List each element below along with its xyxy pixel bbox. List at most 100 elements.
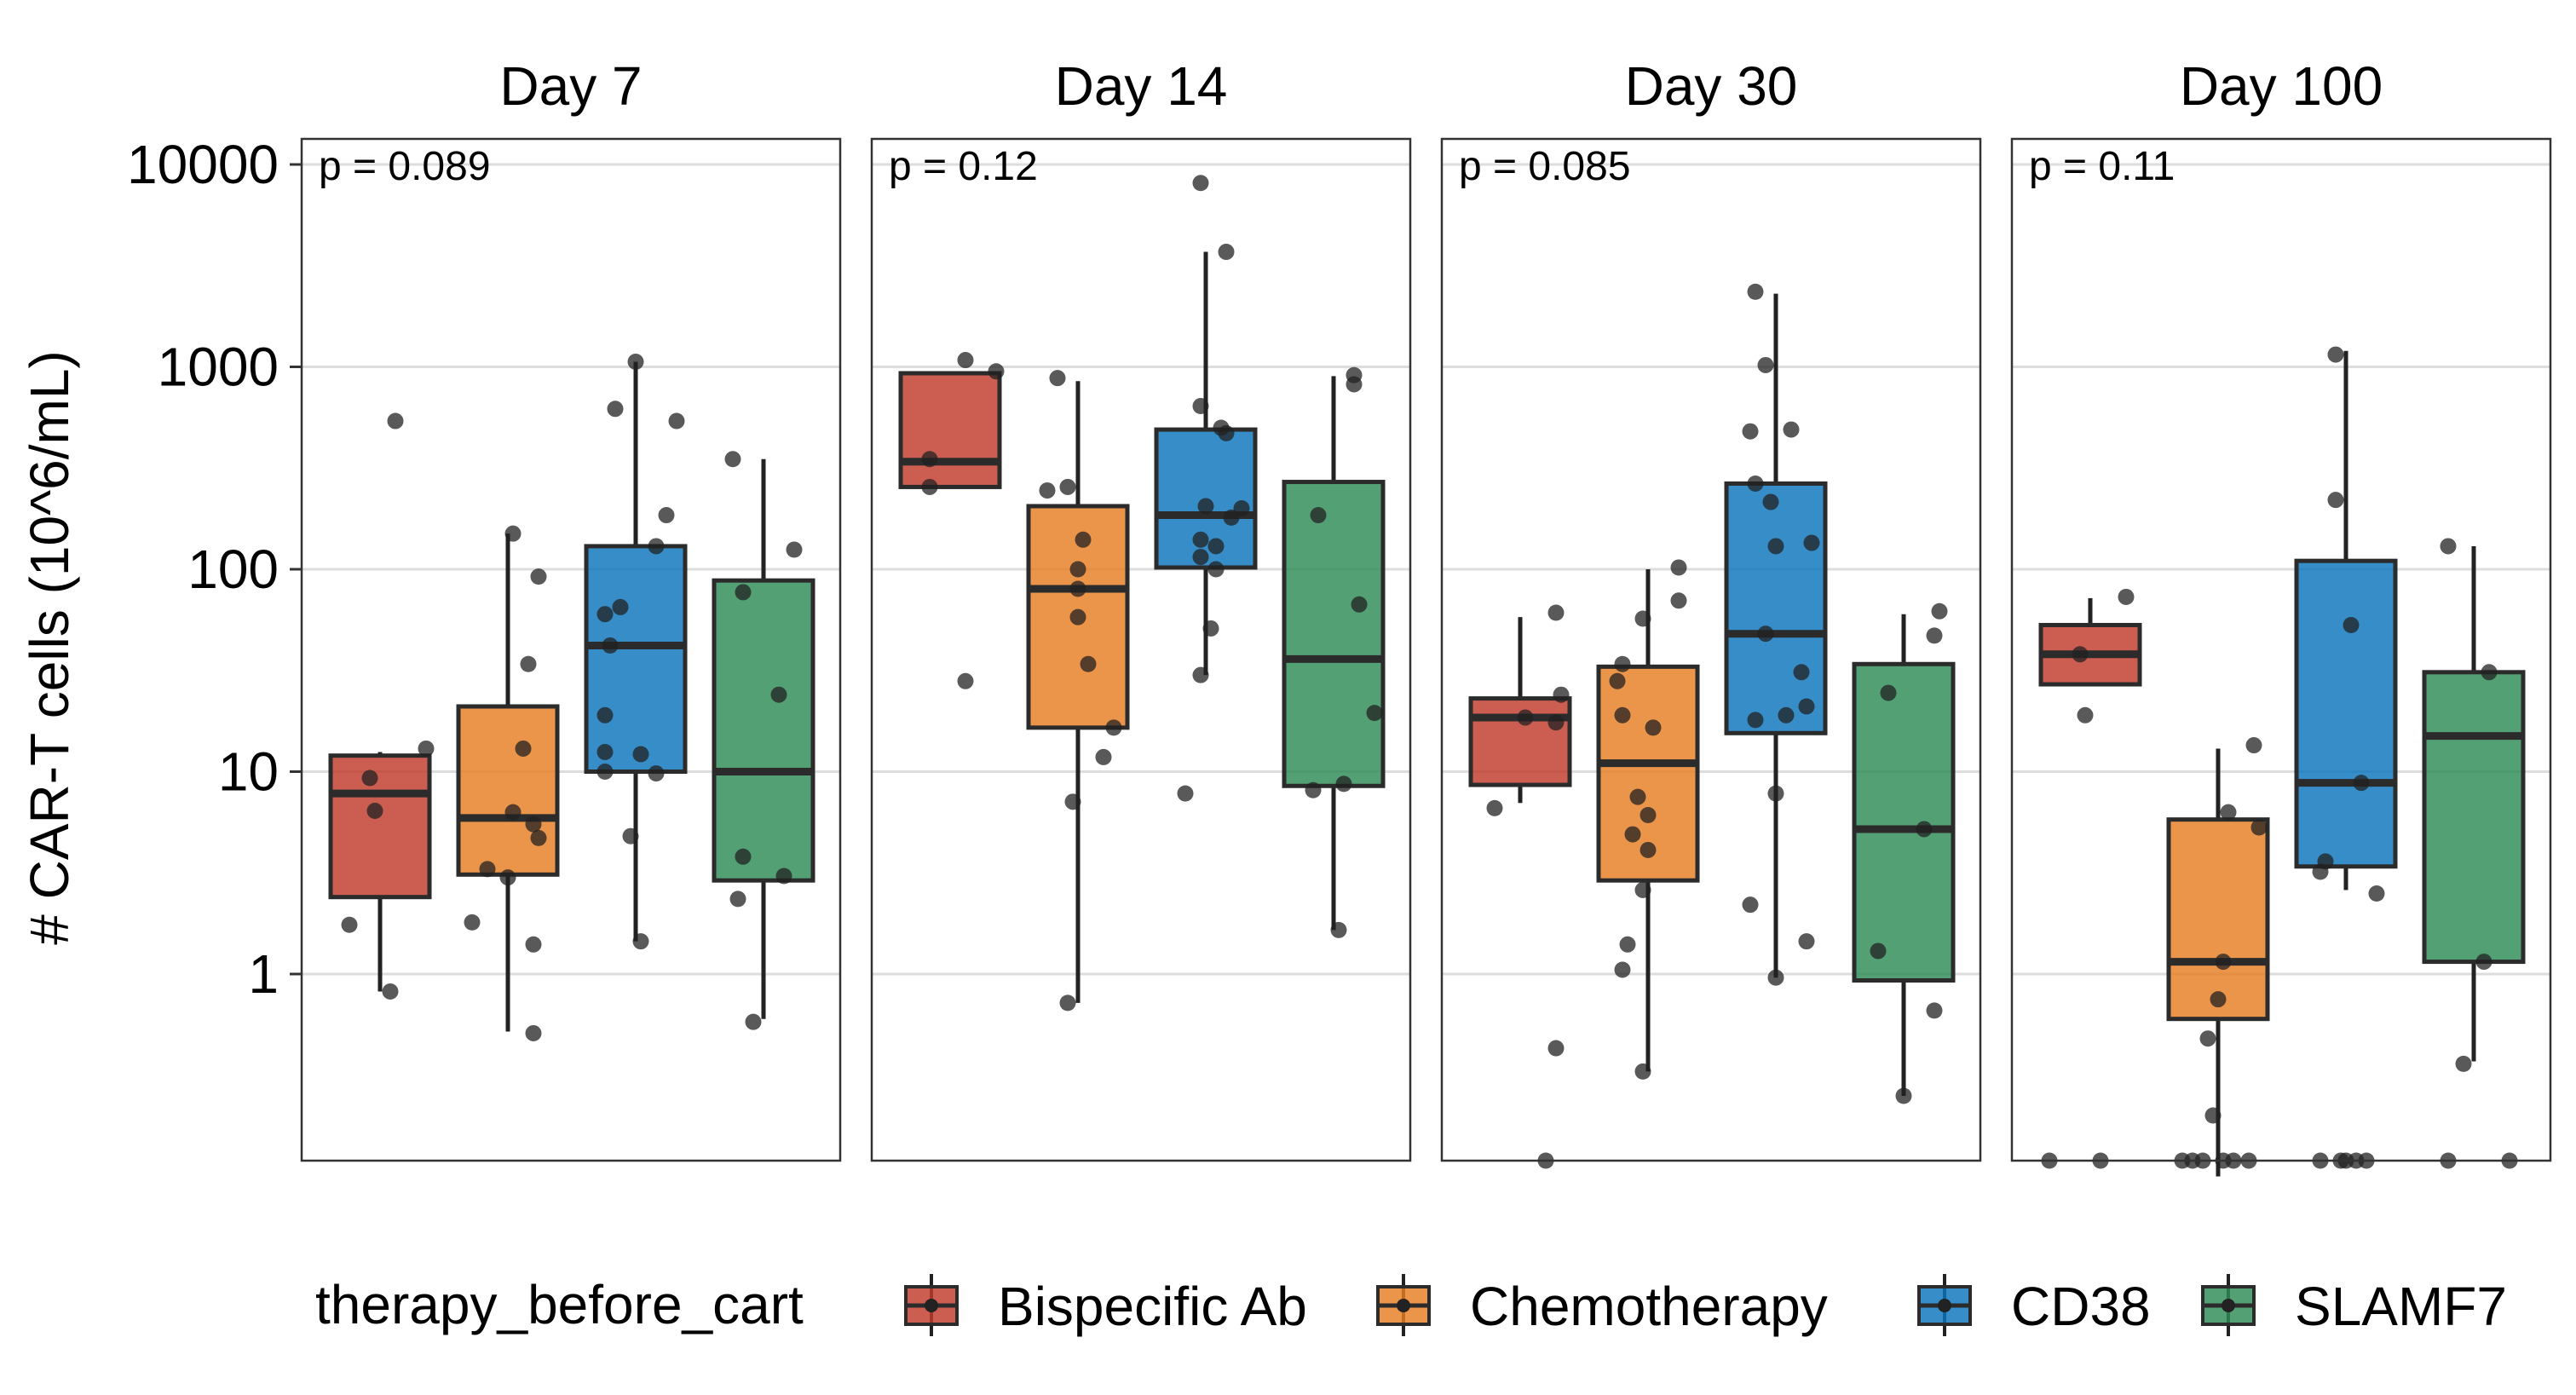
legend-title: therapy_before_cart [315, 1274, 804, 1335]
data-point [1075, 531, 1092, 548]
legend-label: SLAMF7 [2295, 1276, 2507, 1337]
box-chemotherapy [1596, 559, 1700, 1080]
data-point [1049, 370, 1066, 387]
box-iqr [712, 578, 815, 883]
data-point [1177, 785, 1194, 802]
data-point [1624, 826, 1641, 843]
data-point [1330, 921, 1347, 938]
data-point [632, 746, 649, 763]
data-point [1619, 936, 1636, 953]
y-tick-label: 1000 [158, 337, 279, 398]
box-cd38 [1154, 175, 1258, 802]
data-point [1640, 806, 1657, 823]
data-point [1742, 423, 1759, 440]
data-point [735, 848, 752, 865]
data-point [1547, 1040, 1565, 1057]
data-point [921, 478, 938, 495]
data-point [525, 1024, 542, 1041]
data-point [1609, 672, 1626, 689]
box-bispecific-ab [1468, 604, 1572, 1169]
data-point [1517, 709, 1534, 726]
panel-border [300, 137, 842, 1162]
box-cd38 [584, 353, 688, 950]
legend-entry: Bispecific Ab [904, 1274, 1307, 1337]
p-value-label: p = 0.089 [319, 144, 491, 189]
box-iqr [1852, 661, 1956, 983]
data-point [1747, 475, 1764, 492]
box-iqr [2166, 817, 2270, 1022]
data-point [499, 869, 516, 886]
box-iqr [1282, 480, 1386, 788]
legend-key-point [925, 1299, 938, 1312]
data-point [1926, 627, 1943, 644]
panel-border [2010, 137, 2552, 1162]
data-point [1762, 493, 1779, 510]
data-point [1670, 592, 1687, 609]
box-bispecific-ab [328, 412, 435, 1000]
box-iqr [1724, 481, 1828, 735]
data-point [957, 672, 974, 689]
data-point [530, 829, 547, 846]
data-point [1202, 620, 1219, 637]
box-iqr [456, 704, 560, 877]
data-point [1670, 559, 1687, 576]
data-point [658, 507, 675, 524]
panel-title: Day 7 [499, 55, 642, 117]
data-point [648, 538, 665, 555]
data-point [2327, 346, 2344, 363]
y-axis-label: # CAR-T cells (10^6/mL) [19, 350, 80, 944]
data-point [2199, 1030, 2216, 1047]
data-point [2077, 706, 2094, 723]
data-point [2118, 588, 2135, 605]
data-point [2215, 954, 2232, 971]
data-point [602, 637, 619, 654]
panels: Day 7p = 0.089 Day 14 p = 0.12 Day 30 p = 0.… [300, 55, 2552, 1177]
data-point [387, 412, 404, 429]
box-chemotherapy [456, 525, 560, 1041]
data-point [1547, 604, 1565, 621]
y-axis: 1 10 100 1000 10000 [127, 134, 302, 1005]
data-point [957, 352, 974, 369]
panel-title: Day 30 [1625, 55, 1798, 117]
data-point [504, 525, 522, 542]
data-point [596, 706, 614, 723]
data-point [1747, 283, 1764, 300]
data-point [1614, 961, 1631, 978]
data-point [735, 584, 752, 601]
data-point [1767, 538, 1784, 555]
data-point [627, 353, 644, 370]
data-point [1931, 602, 1948, 620]
data-point [1553, 686, 1570, 703]
data-point [988, 363, 1005, 380]
data-point [1105, 719, 1122, 736]
legend-entry: Chemotherapy [1376, 1274, 1828, 1337]
data-point [1547, 714, 1565, 731]
box-bispecific-ab [898, 352, 1005, 689]
data-point [1207, 538, 1225, 555]
data-point [612, 598, 629, 615]
data-point [729, 891, 746, 908]
data-point [1197, 498, 1214, 515]
data-point [2343, 616, 2360, 633]
box-iqr [584, 544, 688, 775]
data-point [2368, 885, 2385, 902]
data-point [1634, 881, 1651, 898]
data-point [1218, 424, 1235, 441]
data-point [1346, 376, 1363, 393]
data-point [648, 765, 665, 782]
data-point [1192, 666, 1209, 683]
y-tick-label: 10000 [127, 134, 279, 195]
data-point [1069, 608, 1086, 625]
p-value-label: p = 0.12 [889, 144, 1038, 189]
box-slamf7 [2422, 538, 2526, 1169]
legend-entry: SLAMF7 [2201, 1274, 2507, 1337]
box-slamf7 [712, 451, 815, 1030]
data-point [1614, 655, 1631, 672]
data-point [1095, 748, 1112, 765]
data-point [418, 740, 435, 757]
panel-border [870, 137, 1412, 1162]
data-point [1192, 175, 1209, 192]
legend-label: Bispecific Ab [998, 1276, 1307, 1337]
box-chemotherapy [1026, 370, 1130, 1012]
